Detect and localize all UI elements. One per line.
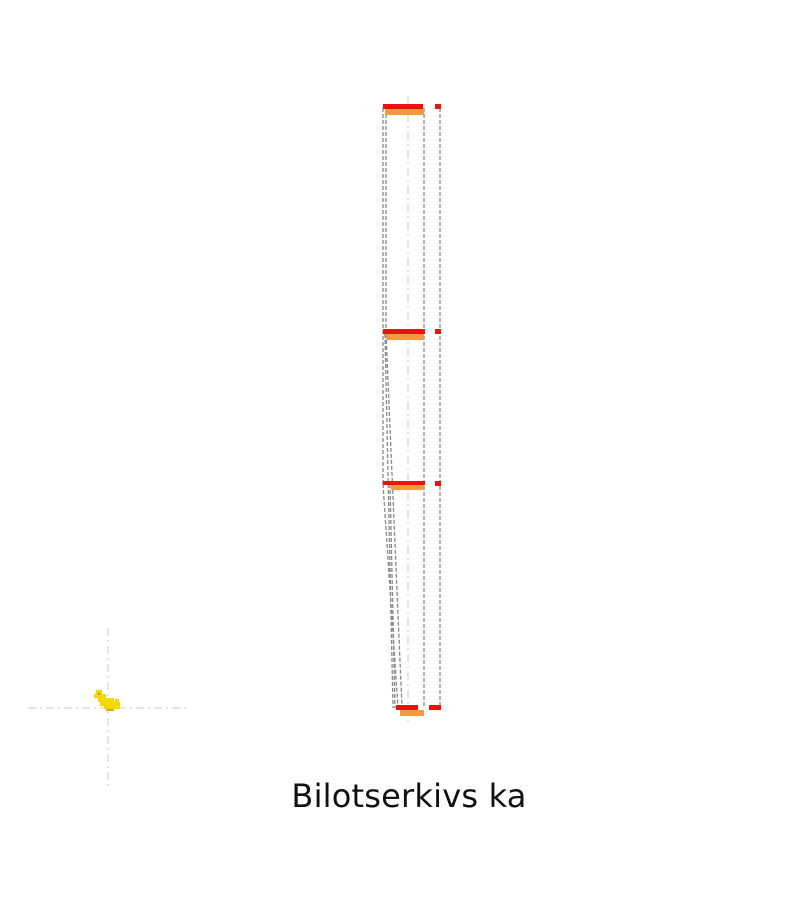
dashed-frame: [382, 108, 441, 709]
level-bar-bottom-red: [396, 705, 418, 710]
frame-line-inner-left-diagonal: [385, 333, 403, 709]
level-bar-top-tick: [435, 104, 441, 109]
level-bar-second-tick: [435, 329, 441, 334]
level-bar-third-tick: [435, 481, 441, 486]
level-bar-second-orange: [386, 334, 424, 340]
frame-line-mid-left: [389, 483, 396, 709]
level-bar-bottom-orange: [400, 710, 424, 716]
frame-line-outer-left-lower: [382, 483, 399, 709]
yellow-creature-icon: [94, 690, 120, 711]
level-bar-second-red: [383, 329, 425, 334]
level-bar-second: [383, 329, 441, 340]
level-bar-third-orange: [391, 485, 424, 490]
level-bar-third-red: [383, 481, 425, 485]
level-bar-top: [383, 104, 441, 115]
level-bar-bottom-tick: [429, 705, 441, 710]
level-bar-top-orange: [385, 109, 424, 115]
level-bar-third: [383, 481, 441, 490]
place-caption: Bilotserkivs ka: [291, 777, 527, 815]
frame-line-left-diagonal-b: [384, 333, 394, 709]
level-bar-bottom: [396, 705, 441, 716]
level-bar-top-red: [383, 104, 423, 109]
